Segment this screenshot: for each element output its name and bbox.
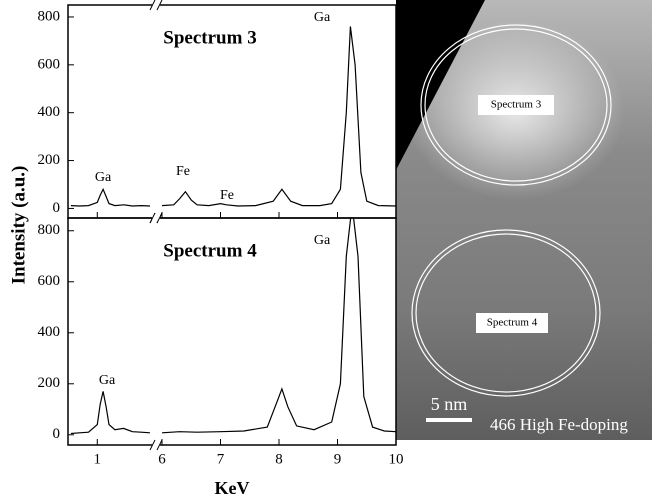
y-tick-label: 800 — [38, 222, 61, 238]
x-tick-label: 8 — [275, 451, 283, 467]
x-tick-label: 1 — [94, 451, 102, 467]
axis-break — [156, 439, 163, 451]
region-outline — [424, 28, 608, 182]
peak-label: Ga — [95, 170, 112, 185]
axis-break — [152, 1, 160, 9]
axis-break — [149, 439, 156, 451]
y-tick-label: 200 — [38, 375, 61, 391]
x-tick-label: 6 — [158, 451, 166, 467]
region-outline — [415, 233, 597, 393]
spectrum-line — [70, 26, 396, 207]
axis-break — [149, 212, 156, 224]
peak-label: Fe — [176, 164, 190, 179]
y-tick-label: 400 — [38, 324, 61, 340]
y-axis-label: Intensity (a.u.) — [8, 166, 29, 285]
y-tick-label: 600 — [38, 273, 61, 289]
peak-label: Ga — [314, 10, 331, 25]
y-tick-label: 0 — [53, 200, 61, 216]
vacuum-region — [396, 0, 485, 170]
axis-break — [149, 0, 156, 11]
scale-bar — [426, 418, 472, 422]
peak-label: Ga — [314, 233, 331, 248]
region-label: Spectrum 4 — [487, 317, 538, 329]
x-tick-label: 10 — [389, 451, 404, 467]
y-tick-label: 200 — [38, 152, 61, 168]
y-tick-label: 0 — [53, 426, 61, 442]
spectrum-line — [70, 218, 396, 435]
plot-frame — [67, 217, 397, 446]
label-box — [478, 95, 554, 115]
caption: 466 High Fe-doping — [490, 415, 628, 434]
plot-area — [70, 218, 396, 435]
y-tick-label: 600 — [38, 56, 61, 72]
y-tick-label: 800 — [38, 8, 61, 24]
label-box — [476, 313, 548, 333]
peak-label: Ga — [99, 373, 116, 388]
x-tick-label: 9 — [334, 451, 342, 467]
peak-label: Fe — [220, 188, 234, 203]
region-outline — [411, 229, 601, 397]
region-outline — [420, 24, 612, 186]
axis-break — [152, 214, 160, 222]
plot-area — [70, 26, 396, 207]
scale-bar-label: 5 nm — [431, 394, 468, 414]
region-label: Spectrum 3 — [491, 99, 542, 111]
x-tick-label: 7 — [217, 451, 225, 467]
x-axis-label: KeV — [215, 478, 250, 498]
panel-title: Spectrum 3 — [163, 27, 256, 48]
axis-break — [152, 441, 160, 449]
tem-image: Spectrum 3 Spectrum 4 5 nm 466 High Fe-d… — [396, 0, 652, 440]
panel-title: Spectrum 4 — [163, 240, 257, 261]
axis-break — [156, 212, 163, 224]
y-tick-label: 400 — [38, 104, 61, 120]
axis-break — [156, 0, 163, 11]
